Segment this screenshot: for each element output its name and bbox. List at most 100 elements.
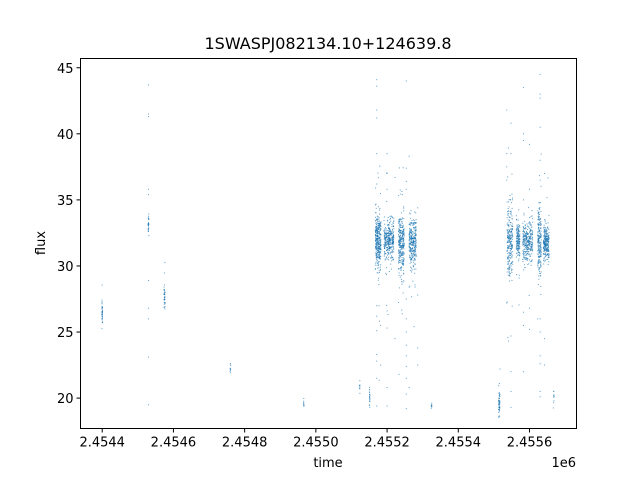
data-point: [526, 239, 528, 241]
data-point: [376, 235, 378, 237]
data-point: [540, 293, 542, 295]
data-point: [148, 194, 150, 196]
data-point: [544, 243, 546, 245]
data-point: [525, 247, 527, 249]
data-point: [545, 254, 547, 256]
data-point: [386, 274, 388, 276]
data-point: [544, 231, 546, 233]
data-point: [539, 221, 541, 223]
data-point: [543, 226, 545, 228]
data-point: [499, 409, 501, 411]
data-point: [409, 257, 411, 259]
data-point: [516, 226, 518, 228]
data-point: [519, 252, 521, 254]
data-point: [538, 222, 540, 224]
data-point: [498, 404, 500, 406]
data-point: [390, 268, 392, 270]
data-point: [399, 219, 401, 221]
data-point: [384, 238, 386, 240]
data-point: [392, 251, 394, 253]
data-point: [540, 271, 542, 273]
data-point: [526, 223, 528, 225]
data-point: [507, 208, 509, 210]
y-axis-label: flux: [34, 231, 49, 255]
data-point: [403, 280, 405, 282]
data-point: [548, 234, 550, 236]
data-point: [540, 220, 542, 222]
data-point: [530, 238, 532, 240]
data-point: [508, 254, 510, 256]
data-point: [524, 232, 526, 234]
data-point: [509, 230, 511, 232]
data-point: [392, 232, 394, 234]
data-point: [400, 278, 402, 280]
data-point: [388, 246, 390, 248]
data-point: [379, 251, 381, 253]
data-point: [524, 237, 526, 239]
data-point: [391, 229, 393, 231]
data-point: [538, 225, 540, 227]
data-point: [401, 220, 403, 222]
data-point: [537, 235, 539, 237]
data-point: [385, 238, 387, 240]
data-point: [509, 242, 511, 244]
data-point: [379, 207, 381, 209]
data-point: [379, 245, 381, 247]
data-point: [388, 245, 390, 247]
data-point: [402, 231, 404, 233]
data-point: [506, 235, 508, 237]
data-point: [498, 382, 500, 384]
data-point: [398, 249, 400, 251]
data-point: [528, 243, 530, 245]
data-point: [412, 265, 414, 267]
data-point: [394, 176, 396, 178]
data-point: [378, 249, 380, 251]
data-point: [399, 246, 401, 248]
data-point: [540, 248, 542, 250]
data-point: [399, 243, 401, 245]
data-point: [522, 240, 524, 242]
data-point: [515, 230, 517, 232]
data-point: [359, 386, 361, 388]
data-point: [524, 234, 526, 236]
data-point: [378, 242, 380, 244]
data-point: [507, 263, 509, 265]
x-offset-label: 1e6: [551, 456, 576, 471]
data-point: [508, 199, 510, 201]
data-point: [509, 231, 511, 233]
data-point: [498, 409, 500, 411]
data-point: [519, 226, 521, 228]
data-point: [413, 258, 415, 260]
data-point: [544, 249, 546, 251]
data-point: [399, 250, 401, 252]
data-point: [530, 246, 532, 248]
data-point: [391, 226, 393, 228]
data-point: [380, 249, 382, 251]
data-point: [391, 233, 393, 235]
data-point: [392, 243, 394, 245]
data-point: [547, 244, 549, 246]
data-point: [540, 228, 542, 230]
x-tick-label: 2.4554: [436, 436, 482, 451]
data-point: [148, 218, 150, 220]
data-point: [376, 219, 378, 221]
data-point: [511, 225, 513, 227]
data-point: [547, 248, 549, 250]
data-point: [507, 336, 509, 338]
data-point: [430, 405, 432, 407]
data-point: [518, 243, 520, 245]
data-point: [525, 227, 527, 229]
data-point: [148, 213, 150, 215]
data-point: [526, 250, 528, 252]
data-point: [402, 252, 404, 254]
data-point: [543, 257, 545, 259]
data-point: [545, 258, 547, 260]
data-point: [376, 117, 378, 119]
data-point: [417, 347, 419, 349]
data-point: [548, 241, 550, 243]
data-point: [508, 206, 510, 208]
data-point: [413, 249, 415, 251]
data-point: [392, 225, 394, 227]
data-point: [547, 247, 549, 249]
data-point: [523, 234, 525, 236]
